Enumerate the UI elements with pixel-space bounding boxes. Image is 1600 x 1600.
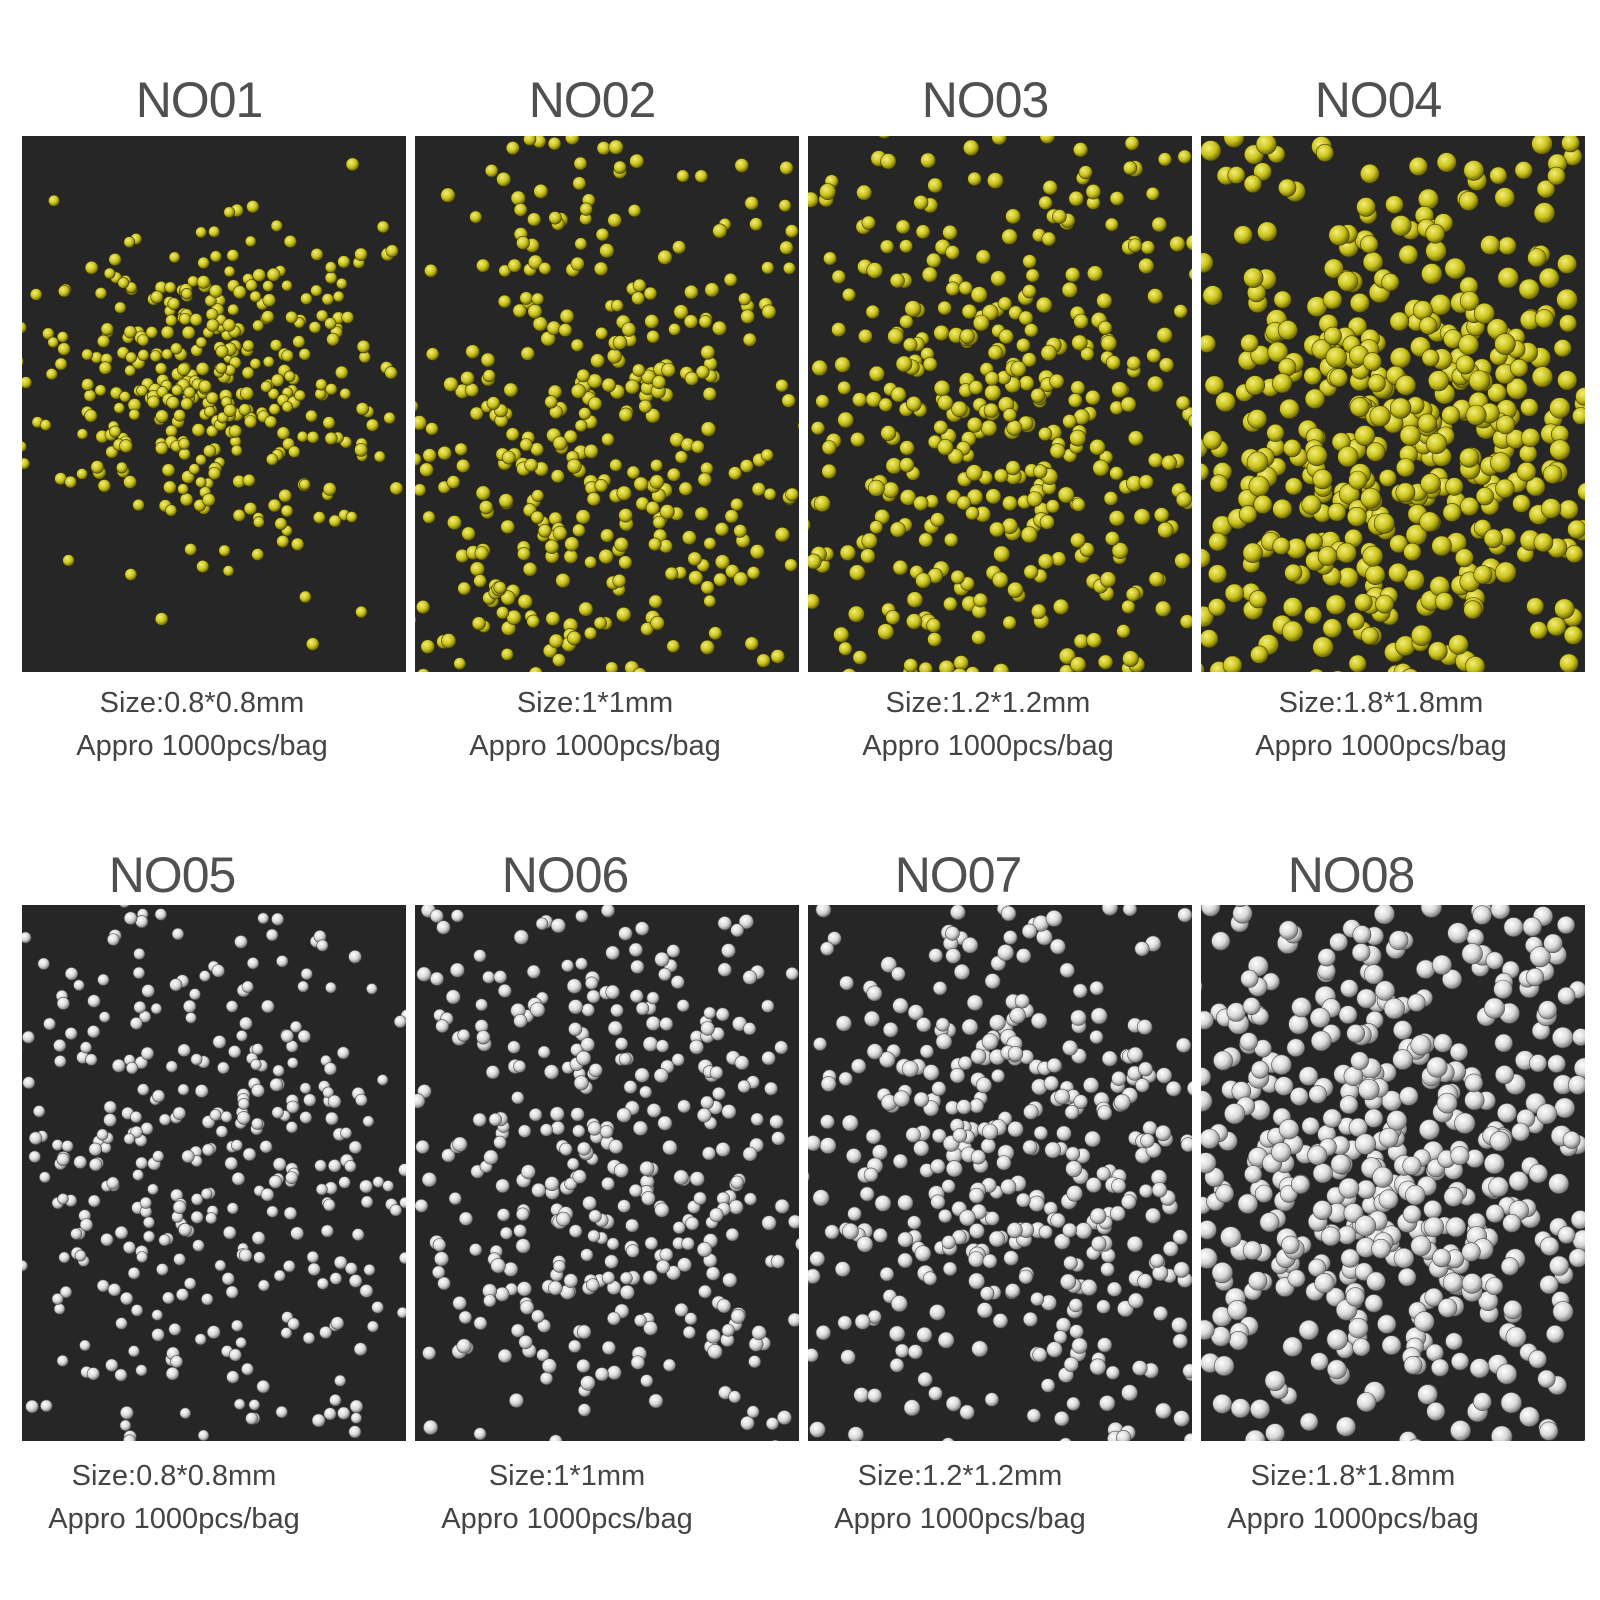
quantity-label: Appro 1000pcs/bag	[1227, 1503, 1479, 1535]
product-caption: Size:0.8*0.8mm Appro 1000pcs/bag	[0, 1455, 366, 1541]
quantity-label: Appro 1000pcs/bag	[834, 1503, 1086, 1535]
product-photo-gold-rhinestones	[22, 136, 406, 672]
size-label: Size:1.8*1.8mm	[1250, 1460, 1456, 1492]
rhinestone-group	[415, 136, 799, 672]
quantity-label: Appro 1000pcs/bag	[76, 730, 328, 762]
product-code: NO01	[135, 72, 264, 128]
product-photo-clear-rhinestones	[808, 905, 1192, 1441]
photo-background	[22, 905, 406, 1441]
product-caption: Size:1*1mm Appro 1000pcs/bag	[375, 1455, 759, 1541]
product-caption: Size:0.8*0.8mm Appro 1000pcs/bag	[10, 682, 394, 768]
size-label: Size:1*1mm	[488, 1460, 646, 1492]
product-code: NO08	[1287, 847, 1416, 903]
product-photo-clear-rhinestones	[415, 905, 799, 1441]
rhinestone-group	[22, 157, 404, 651]
rhinestone-photo	[808, 905, 1192, 1441]
product-photo-gold-rhinestones	[415, 136, 799, 672]
quantity-label: Appro 1000pcs/bag	[48, 1503, 300, 1535]
rhinestone-photo	[808, 136, 1192, 672]
rhinestone-photo	[1201, 905, 1585, 1441]
rhinestone-photo	[22, 136, 406, 672]
rhinestone-group	[808, 136, 1192, 672]
quantity-label: Appro 1000pcs/bag	[862, 730, 1114, 762]
rhinestone-photo	[22, 905, 406, 1441]
product-caption: Size:1*1mm Appro 1000pcs/bag	[403, 682, 787, 768]
rhinestone-group	[808, 905, 1192, 1441]
product-code: NO05	[108, 847, 237, 903]
rhinestone-photo	[415, 905, 799, 1441]
product-caption: Size:1.2*1.2mm Appro 1000pcs/bag	[796, 682, 1180, 768]
rhinestone-group	[415, 905, 799, 1441]
product-caption: Size:1.2*1.2mm Appro 1000pcs/bag	[768, 1455, 1152, 1541]
product-photo-clear-rhinestones	[1201, 905, 1585, 1441]
size-label: Size:1*1mm	[516, 687, 674, 719]
size-label: Size:0.8*0.8mm	[99, 687, 305, 719]
product-caption: Size:1.8*1.8mm Appro 1000pcs/bag	[1161, 1455, 1545, 1541]
size-label: Size:1.2*1.2mm	[857, 1460, 1063, 1492]
size-label: Size:1.2*1.2mm	[885, 687, 1091, 719]
rhinestone-photo	[415, 136, 799, 672]
product-code: NO03	[921, 72, 1050, 128]
size-label: Size:1.8*1.8mm	[1278, 687, 1484, 719]
product-photo-gold-rhinestones	[1201, 136, 1585, 672]
quantity-label: Appro 1000pcs/bag	[441, 1503, 693, 1535]
rhinestone-photo	[1201, 136, 1585, 672]
rhinestone-group	[1201, 136, 1585, 672]
product-code: NO07	[894, 847, 1023, 903]
product-caption: Size:1.8*1.8mm Appro 1000pcs/bag	[1189, 682, 1573, 768]
product-code: NO04	[1314, 72, 1443, 128]
product-code: NO06	[501, 847, 630, 903]
rhinestone-group	[1201, 905, 1585, 1441]
quantity-label: Appro 1000pcs/bag	[469, 730, 721, 762]
rhinestone-group	[22, 905, 406, 1441]
quantity-label: Appro 1000pcs/bag	[1255, 730, 1507, 762]
product-photo-gold-rhinestones	[808, 136, 1192, 672]
size-label: Size:0.8*0.8mm	[71, 1460, 277, 1492]
product-code: NO02	[528, 72, 657, 128]
product-photo-clear-rhinestones	[22, 905, 406, 1441]
